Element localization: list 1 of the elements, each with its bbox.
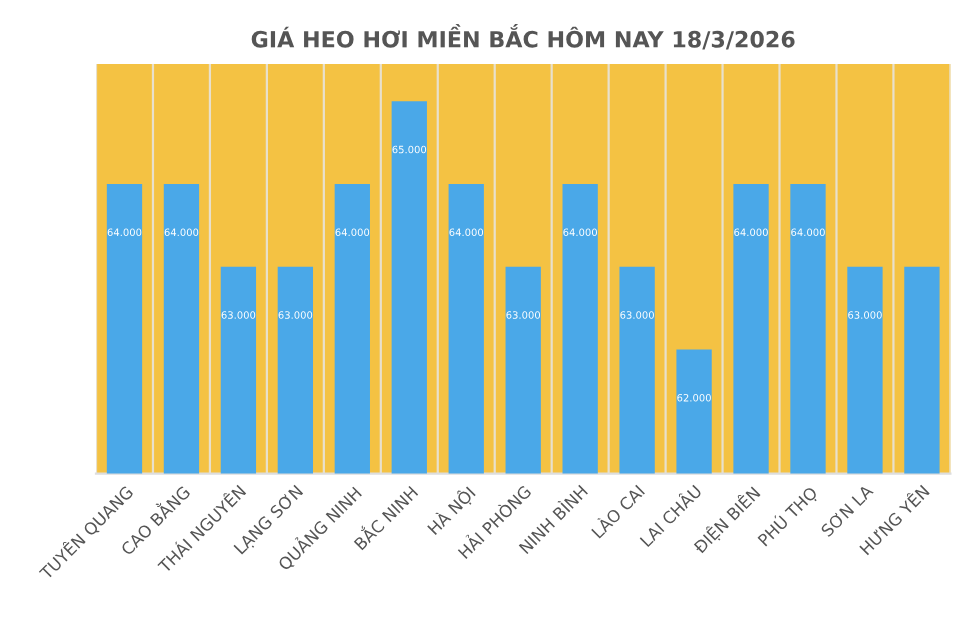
chart-title: GIÁ HEO HƠI MIỀN BẮC HÔM NAY 18/3/2026 [251,23,795,50]
